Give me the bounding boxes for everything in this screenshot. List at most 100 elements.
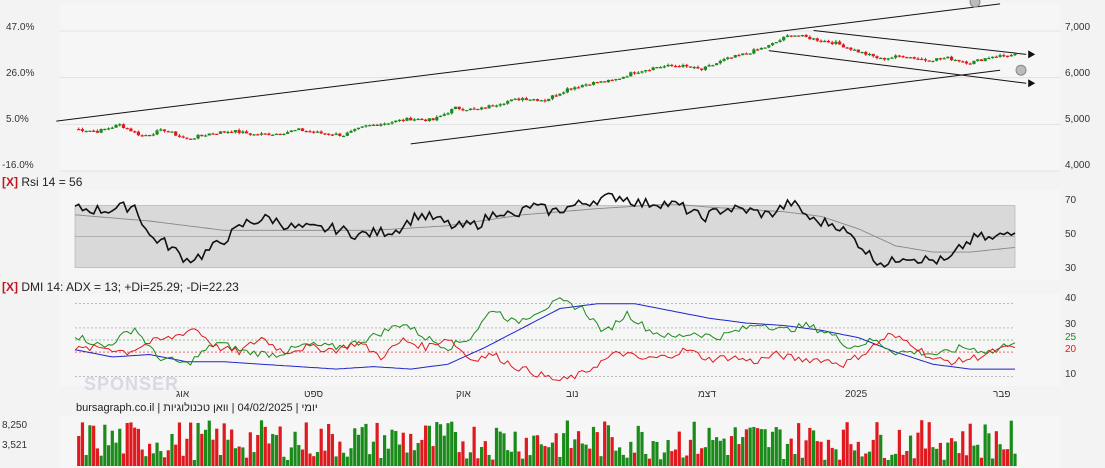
volume-bar — [673, 449, 678, 466]
price-candle — [983, 58, 987, 62]
volume-bar — [886, 459, 890, 466]
price-candle — [453, 106, 458, 110]
price-candle — [785, 35, 790, 37]
rsi-close-button[interactable]: [X] — [2, 175, 18, 189]
volume-bar — [535, 435, 540, 466]
price-candle — [867, 53, 872, 56]
volume-bar — [569, 447, 573, 466]
volume-bar — [80, 422, 85, 466]
volume-bar — [774, 427, 778, 466]
volume-bar — [528, 455, 532, 466]
volume-bar — [267, 443, 271, 466]
volume-bar — [244, 457, 249, 466]
volume-bar — [304, 422, 308, 466]
volume-bar — [200, 433, 204, 466]
volume-bar — [949, 438, 954, 466]
price-candle — [793, 35, 797, 37]
volume-bar — [405, 452, 409, 466]
price-candle — [1009, 55, 1013, 57]
volume-bar — [998, 444, 1002, 466]
price-candle — [905, 57, 909, 59]
price-candle — [644, 70, 648, 72]
volume-bar — [931, 447, 935, 466]
volume-bar — [942, 459, 946, 466]
price-candle — [565, 88, 569, 93]
price-candle — [1002, 55, 1006, 57]
volume-bar — [476, 458, 480, 466]
volume-bar — [629, 441, 633, 466]
volume-bar — [349, 448, 353, 466]
volume-bar — [297, 445, 301, 466]
volume-bar — [871, 439, 875, 466]
price-candle — [849, 47, 853, 50]
volume-bar — [700, 448, 704, 466]
price-candle — [797, 35, 801, 37]
volume-bar — [584, 444, 588, 466]
volume-bar — [461, 441, 465, 466]
volume-bar — [632, 452, 637, 466]
price-candle — [830, 42, 834, 44]
dmi-close-button[interactable]: [X] — [2, 280, 18, 294]
volume-bar — [356, 434, 361, 466]
volume-bar — [353, 428, 357, 466]
price-candle — [554, 95, 558, 97]
volume-bar — [770, 431, 775, 466]
price-candle — [539, 100, 543, 102]
volume-bar — [215, 428, 219, 466]
volume-bar — [319, 428, 323, 466]
volume-bar — [994, 431, 998, 466]
price-candle — [386, 123, 390, 125]
volume-bar — [804, 440, 808, 466]
volume-bar — [521, 458, 525, 466]
price-candle — [707, 65, 711, 67]
price-candle — [741, 53, 745, 56]
price-candle — [576, 87, 581, 89]
price-candle — [1013, 54, 1017, 56]
price-candle — [442, 114, 446, 116]
volume-bar — [431, 446, 435, 466]
price-candle — [994, 56, 998, 58]
volume-bar — [830, 447, 834, 466]
volume-bar — [767, 447, 771, 466]
price-candle — [140, 135, 144, 137]
price-candle — [379, 124, 383, 126]
volume-bar — [345, 456, 349, 466]
volume-bar — [129, 422, 133, 466]
volume-bar — [189, 422, 193, 466]
price-candle — [509, 99, 514, 102]
price-candle — [114, 124, 118, 128]
volume-bar — [334, 456, 338, 466]
price-candle — [532, 99, 536, 101]
price-candle — [148, 135, 152, 137]
volume-bar — [729, 436, 734, 466]
price-candle — [636, 72, 640, 74]
price-candle — [815, 38, 819, 41]
price-candle — [677, 66, 681, 68]
price-candle — [360, 126, 364, 128]
volume-bar — [327, 424, 331, 466]
volume-bar — [203, 429, 208, 466]
volume-bar — [479, 446, 484, 466]
price-tick: 4,000 — [1065, 160, 1091, 171]
rsi-title: [X] Rsi 14 = 56 — [2, 175, 82, 189]
price-candle — [226, 131, 230, 134]
price-candle — [207, 133, 211, 136]
volume-bar — [483, 441, 487, 466]
volume-tick: 3,521 — [2, 440, 28, 451]
volume-bar — [174, 444, 178, 466]
price-candle — [647, 70, 652, 72]
volume-bar — [964, 455, 969, 466]
price-candle — [953, 59, 957, 62]
volume-bar — [741, 437, 745, 466]
price-candle — [811, 38, 816, 40]
volume-bar — [271, 434, 275, 466]
price-candle — [834, 41, 838, 44]
volume-bar — [379, 457, 383, 466]
volume-bar — [286, 459, 290, 466]
volume-bar — [532, 435, 536, 466]
volume-bar — [935, 448, 939, 466]
price-candle — [431, 118, 435, 121]
volume-bar — [808, 427, 812, 466]
volume-bar — [573, 439, 577, 466]
volume-bar — [688, 439, 693, 466]
